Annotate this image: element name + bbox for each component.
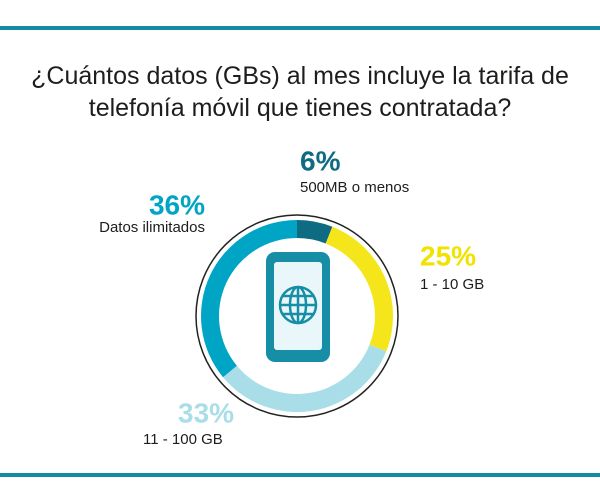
bottom-rule: [0, 473, 600, 477]
donut-segment: [201, 220, 297, 378]
donut-outline: [195, 214, 399, 418]
percent-label: 6%: [300, 145, 341, 176]
phone-icon: [266, 252, 330, 362]
percent-label: 33%: [178, 397, 234, 428]
category-label: 11 - 100 GB: [143, 431, 223, 448]
donut-segment: [223, 344, 387, 412]
donut-segment: [325, 226, 393, 352]
category-label: Datos ilimitados: [99, 219, 205, 236]
category-label: 500MB o menos: [300, 179, 409, 196]
chart-title: ¿Cuántos datos (GBs) al mes incluye la t…: [31, 62, 569, 122]
donut-segment: [297, 220, 333, 244]
percent-label: 25%: [420, 240, 476, 271]
top-rule: [0, 26, 600, 30]
percent-label: 36%: [149, 189, 205, 220]
category-label: 1 - 10 GB: [420, 276, 484, 293]
